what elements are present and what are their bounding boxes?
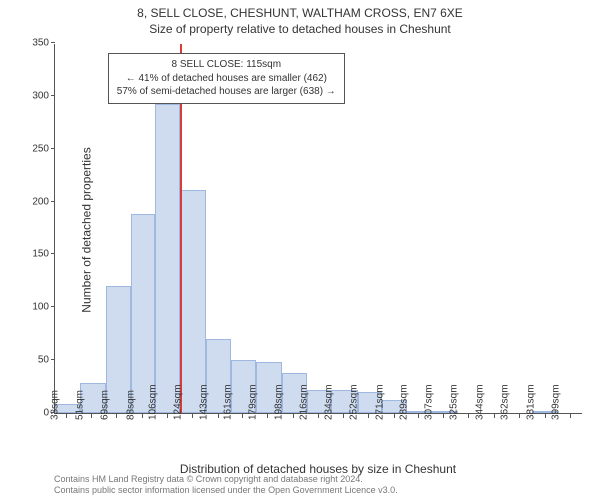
x-tick-mark: [66, 414, 67, 418]
annotation-line: 8 SELL CLOSE: 115sqm: [117, 58, 336, 72]
x-tick-label: 271sqm: [370, 384, 385, 420]
plot-area: 0501001502002503003508 SELL CLOSE: 115sq…: [54, 44, 582, 414]
x-tick-mark: [468, 414, 469, 418]
x-tick-mark: [570, 414, 571, 418]
x-tick-label: 216sqm: [295, 384, 310, 420]
histogram-bar: [155, 104, 180, 413]
x-tick-label: 33sqm: [46, 390, 61, 420]
y-tick-label: 300: [32, 90, 55, 101]
x-tick-mark: [343, 414, 344, 418]
y-tick-mark: [51, 201, 55, 202]
x-tick-label: 325sqm: [445, 384, 460, 420]
x-tick-label: 51sqm: [71, 390, 86, 420]
y-tick-label: 50: [38, 355, 55, 366]
annotation-line: ← 41% of detached houses are smaller (46…: [117, 72, 336, 86]
x-tick-label: 106sqm: [143, 384, 158, 420]
chart-title-line2: Size of property relative to detached ho…: [0, 20, 600, 36]
x-tick-label: 179sqm: [244, 384, 259, 420]
x-tick-mark: [167, 414, 168, 418]
annotation-box: 8 SELL CLOSE: 115sqm← 41% of detached ho…: [108, 53, 345, 104]
x-tick-label: 307sqm: [420, 384, 435, 420]
x-tick-label: 124sqm: [168, 384, 183, 420]
x-tick-label: 234sqm: [319, 384, 334, 420]
x-tick-label: 143sqm: [194, 384, 209, 420]
x-tick-label: 252sqm: [344, 384, 359, 420]
x-tick-mark: [192, 414, 193, 418]
x-tick-mark: [267, 414, 268, 418]
x-tick-mark: [91, 414, 92, 418]
y-tick-label: 350: [32, 38, 55, 49]
y-tick-mark: [51, 95, 55, 96]
y-tick-label: 100: [32, 302, 55, 313]
chart-title-line1: 8, SELL CLOSE, CHESHUNT, WALTHAM CROSS, …: [0, 0, 600, 20]
y-tick-label: 150: [32, 249, 55, 260]
y-tick-mark: [51, 306, 55, 307]
x-tick-label: 88sqm: [121, 390, 136, 420]
x-tick-mark: [368, 414, 369, 418]
y-tick-label: 200: [32, 196, 55, 207]
x-tick-mark: [116, 414, 117, 418]
plot-area-wrap: 0501001502002503003508 SELL CLOSE: 115sq…: [54, 44, 582, 414]
x-tick-mark: [519, 414, 520, 418]
y-tick-label: 250: [32, 143, 55, 154]
annotation-line: 57% of semi-detached houses are larger (…: [117, 85, 336, 99]
x-tick-label: 69sqm: [95, 390, 110, 420]
y-tick-mark: [51, 359, 55, 360]
histogram-bar: [131, 214, 156, 413]
x-tick-label: 161sqm: [219, 384, 234, 420]
x-tick-label: 344sqm: [471, 384, 486, 420]
x-tick-label: 198sqm: [270, 384, 285, 420]
attribution-line2: Contains public sector information licen…: [54, 485, 398, 496]
y-tick-mark: [51, 42, 55, 43]
y-tick-mark: [51, 148, 55, 149]
attribution-line1: Contains HM Land Registry data © Crown c…: [54, 474, 398, 485]
x-tick-label: 362sqm: [495, 384, 510, 420]
x-tick-label: 399sqm: [546, 384, 561, 420]
x-tick-label: 289sqm: [395, 384, 410, 420]
histogram-bar: [180, 190, 206, 413]
chart-container: 8, SELL CLOSE, CHESHUNT, WALTHAM CROSS, …: [0, 0, 600, 500]
y-tick-mark: [51, 253, 55, 254]
x-tick-label: 381sqm: [522, 384, 537, 420]
attribution-text: Contains HM Land Registry data © Crown c…: [54, 474, 398, 497]
